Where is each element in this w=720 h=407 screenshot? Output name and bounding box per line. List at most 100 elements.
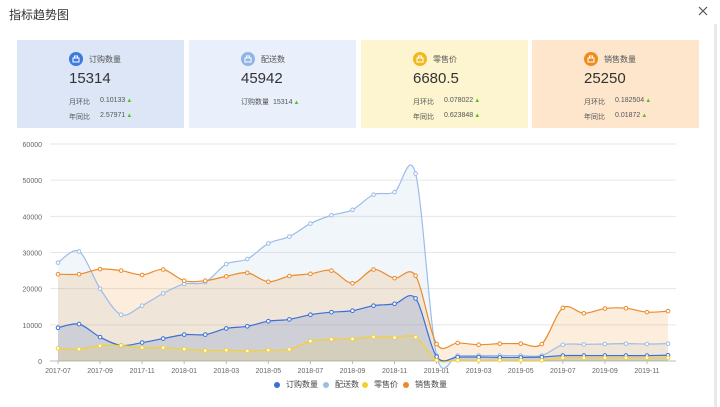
data-point[interactable] bbox=[560, 355, 566, 361]
data-point[interactable] bbox=[371, 334, 376, 340]
data-point[interactable] bbox=[245, 323, 250, 329]
data-point[interactable] bbox=[329, 309, 334, 315]
data-point[interactable] bbox=[350, 280, 355, 286]
data-point[interactable] bbox=[160, 291, 166, 296]
data-point[interactable] bbox=[518, 357, 524, 363]
data-point[interactable] bbox=[371, 192, 376, 197]
data-point[interactable] bbox=[76, 321, 82, 327]
data-point[interactable] bbox=[266, 318, 271, 324]
legend-item-delivery[interactable]: 配送数 bbox=[323, 379, 359, 390]
data-point[interactable] bbox=[308, 338, 313, 344]
data-point[interactable] bbox=[350, 336, 355, 342]
data-point[interactable] bbox=[329, 212, 334, 218]
data-point[interactable] bbox=[245, 270, 250, 276]
data-point[interactable] bbox=[287, 347, 292, 352]
data-point[interactable] bbox=[560, 342, 566, 348]
data-point[interactable] bbox=[602, 355, 608, 361]
data-point[interactable] bbox=[55, 260, 61, 265]
data-point[interactable] bbox=[413, 273, 418, 278]
data-point[interactable] bbox=[665, 355, 671, 361]
data-point[interactable] bbox=[223, 274, 229, 279]
data-point[interactable] bbox=[266, 241, 271, 246]
data-point[interactable] bbox=[392, 301, 397, 307]
data-point[interactable] bbox=[76, 271, 82, 277]
data-point[interactable] bbox=[413, 296, 418, 301]
data-point[interactable] bbox=[623, 341, 629, 346]
data-point[interactable] bbox=[181, 278, 187, 284]
data-point[interactable] bbox=[413, 334, 418, 340]
data-point[interactable] bbox=[287, 234, 292, 239]
data-point[interactable] bbox=[266, 347, 271, 353]
data-point[interactable] bbox=[476, 342, 481, 348]
data-point[interactable] bbox=[139, 340, 145, 345]
data-point[interactable] bbox=[202, 278, 208, 284]
data-point[interactable] bbox=[266, 279, 271, 285]
data-point[interactable] bbox=[434, 354, 439, 359]
data-point[interactable] bbox=[602, 306, 608, 311]
data-point[interactable] bbox=[160, 336, 166, 341]
scrollbar[interactable] bbox=[714, 24, 717, 407]
data-point[interactable] bbox=[118, 312, 124, 318]
data-point[interactable] bbox=[350, 308, 355, 314]
data-point[interactable] bbox=[455, 340, 460, 346]
data-point[interactable] bbox=[434, 357, 439, 363]
data-point[interactable] bbox=[118, 268, 124, 273]
data-point[interactable] bbox=[371, 303, 376, 308]
data-point[interactable] bbox=[665, 308, 671, 314]
data-point[interactable] bbox=[223, 261, 229, 267]
data-point[interactable] bbox=[308, 271, 313, 277]
data-point[interactable] bbox=[97, 286, 103, 291]
data-point[interactable] bbox=[118, 343, 124, 348]
data-point[interactable] bbox=[223, 326, 229, 331]
data-point[interactable] bbox=[245, 256, 250, 262]
data-point[interactable] bbox=[644, 355, 650, 361]
data-point[interactable] bbox=[287, 317, 292, 322]
data-point[interactable] bbox=[329, 337, 334, 342]
data-point[interactable] bbox=[644, 341, 650, 347]
data-point[interactable] bbox=[623, 305, 629, 311]
data-point[interactable] bbox=[245, 348, 250, 354]
data-point[interactable] bbox=[371, 267, 376, 272]
data-point[interactable] bbox=[602, 341, 608, 347]
data-point[interactable] bbox=[350, 207, 355, 213]
data-point[interactable] bbox=[181, 346, 187, 352]
data-point[interactable] bbox=[476, 357, 481, 363]
data-point[interactable] bbox=[644, 309, 650, 315]
data-point[interactable] bbox=[329, 268, 334, 273]
data-point[interactable] bbox=[76, 346, 82, 352]
data-point[interactable] bbox=[139, 303, 145, 308]
data-point[interactable] bbox=[665, 341, 671, 346]
data-point[interactable] bbox=[55, 325, 61, 331]
data-point[interactable] bbox=[97, 334, 103, 340]
data-point[interactable] bbox=[202, 332, 208, 337]
data-point[interactable] bbox=[97, 266, 103, 272]
data-point[interactable] bbox=[181, 332, 187, 337]
data-point[interactable] bbox=[581, 310, 587, 316]
close-icon[interactable] bbox=[696, 4, 710, 18]
data-point[interactable] bbox=[455, 357, 460, 363]
data-point[interactable] bbox=[55, 271, 61, 277]
data-point[interactable] bbox=[287, 273, 292, 279]
data-point[interactable] bbox=[308, 221, 313, 226]
data-point[interactable] bbox=[581, 342, 587, 347]
data-point[interactable] bbox=[497, 357, 503, 363]
data-point[interactable] bbox=[139, 272, 145, 278]
data-point[interactable] bbox=[223, 347, 229, 353]
data-point[interactable] bbox=[160, 267, 166, 272]
data-point[interactable] bbox=[497, 341, 503, 346]
data-point[interactable] bbox=[160, 345, 166, 350]
data-point[interactable] bbox=[392, 335, 397, 340]
data-point[interactable] bbox=[139, 345, 145, 350]
data-point[interactable] bbox=[308, 312, 313, 318]
data-point[interactable] bbox=[76, 249, 82, 254]
legend-item-retail-price[interactable]: 零售价 bbox=[362, 379, 398, 390]
data-point[interactable] bbox=[392, 275, 397, 281]
legend-item-sales-qty[interactable]: 销售数量 bbox=[403, 379, 447, 390]
data-point[interactable] bbox=[518, 341, 524, 346]
data-point[interactable] bbox=[539, 357, 545, 363]
legend-item-order-qty[interactable]: 订购数量 bbox=[274, 379, 318, 390]
data-point[interactable] bbox=[623, 355, 629, 361]
data-point[interactable] bbox=[392, 189, 397, 195]
data-point[interactable] bbox=[413, 171, 418, 176]
data-point[interactable] bbox=[55, 346, 61, 351]
